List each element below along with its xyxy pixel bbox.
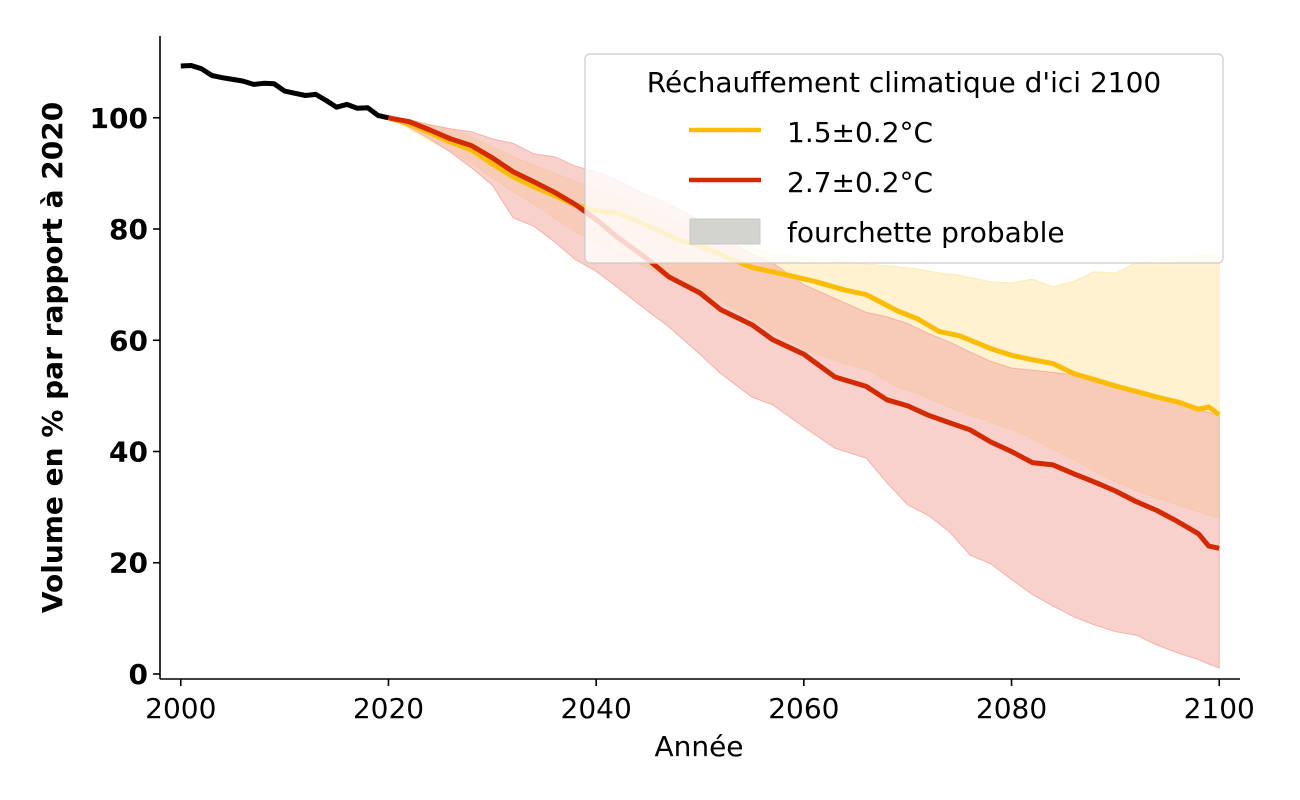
x-axis-label: Année <box>654 730 743 763</box>
y-tick-label: 40 <box>109 436 148 469</box>
x-ticks: 2000 2020 2040 2060 2080 2100 <box>145 679 1255 725</box>
y-tick-label: 80 <box>109 213 148 246</box>
legend-box <box>584 53 1224 264</box>
legend-label-range: fourchette probable <box>787 216 1065 249</box>
x-tick-label: 2020 <box>353 692 424 725</box>
legend-label-1-5c: 1.5±0.2°C <box>787 116 933 149</box>
line-1-5c <box>387 115 1221 417</box>
legend-title: Réchauffement climatique d'ici 2100 <box>647 66 1162 99</box>
legend: Réchauffement climatique d'ici 2100 1.5±… <box>584 53 1224 264</box>
line-2-7c <box>388 115 1220 551</box>
y-tick-label: 60 <box>109 324 148 357</box>
x-tick-label: 2060 <box>768 692 839 725</box>
y-tick-label: 0 <box>129 658 148 691</box>
x-tick-label: 2040 <box>561 692 632 725</box>
x-tick-label: 2100 <box>1184 692 1255 725</box>
y-tick-label: 100 <box>90 102 148 135</box>
y-ticks: 0 20 40 60 80 100 <box>90 102 160 691</box>
y-axis-label: Volume en % par rapport à 2020 <box>36 102 69 613</box>
legend-swatch-range <box>689 218 761 245</box>
x-tick-label: 2000 <box>145 692 216 725</box>
legend-label-2-7c: 2.7±0.2°C <box>787 166 933 199</box>
y-tick-label: 20 <box>109 547 148 580</box>
x-tick-label: 2080 <box>976 692 1047 725</box>
line-historical <box>180 63 390 121</box>
axes <box>159 36 1240 680</box>
series-lines <box>180 63 1221 551</box>
